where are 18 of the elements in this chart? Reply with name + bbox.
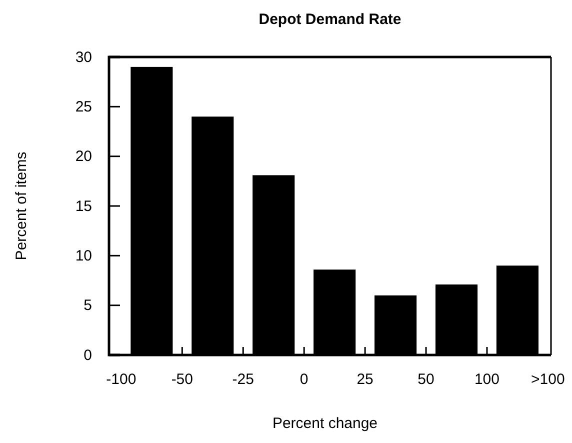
- chart-title: Depot Demand Rate: [258, 11, 402, 28]
- y-tick-label: 15: [75, 198, 92, 215]
- y-tick-label: 10: [75, 247, 92, 264]
- text: 100: [474, 371, 500, 388]
- text: 25: [356, 371, 374, 388]
- text: >100: [531, 371, 565, 388]
- text: -50: [171, 371, 193, 388]
- y-tick-label: 20: [75, 148, 92, 166]
- y-tick-label: 0: [84, 346, 92, 364]
- text: 0: [300, 371, 308, 388]
- text: 50: [418, 371, 434, 388]
- y-axis-title: Percent of items: [13, 152, 30, 260]
- y-tick-label: 30: [75, 48, 92, 66]
- text: -25: [232, 371, 254, 388]
- text: -100: [106, 371, 136, 388]
- y-tick-label: 5: [84, 297, 92, 314]
- x-axis-title: Percent change: [272, 415, 378, 432]
- y-tick-label: 25: [75, 98, 92, 116]
